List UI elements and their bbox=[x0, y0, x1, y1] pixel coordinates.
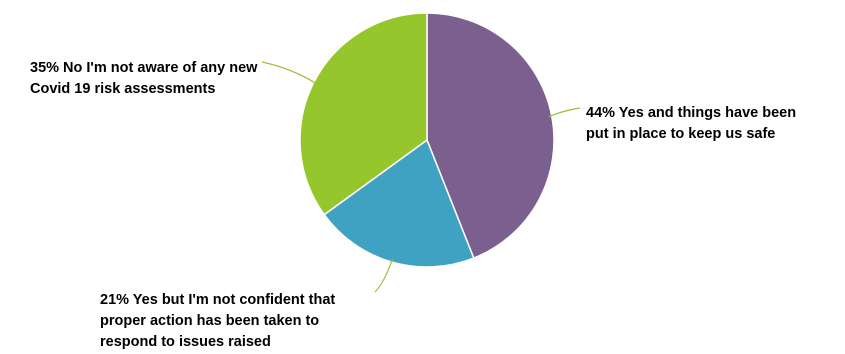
slice-yes-safe bbox=[426, 12, 555, 260]
leader-line-no-not-aware bbox=[261, 61, 317, 85]
leader-line-yes-safe bbox=[548, 107, 581, 118]
leader-line-yes-not-confident bbox=[374, 258, 393, 293]
slice-label-yes-safe: 44% Yes and things have been put in plac… bbox=[586, 105, 797, 142]
slice-label-yes-not-confident: 21% Yes but I'm not confident that prope… bbox=[100, 292, 336, 350]
leader-lines bbox=[261, 61, 581, 293]
pie-slices bbox=[299, 12, 555, 268]
slice-label-no-not-aware: 35% No I'm not aware of any new Covid 19… bbox=[30, 60, 258, 97]
